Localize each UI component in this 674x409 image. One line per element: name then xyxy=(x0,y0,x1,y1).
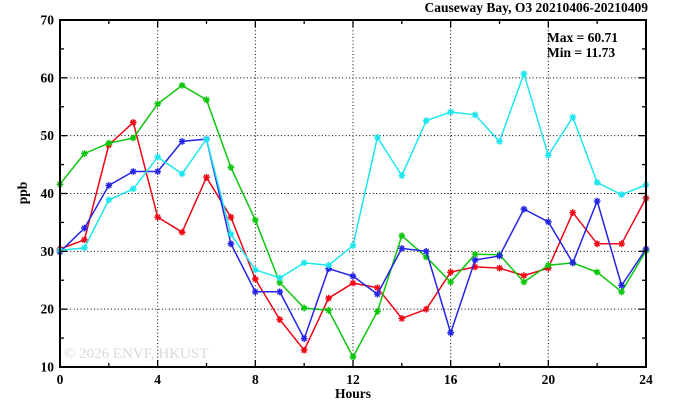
x-tick-label-12: 12 xyxy=(346,372,360,387)
y-tick-label-10: 10 xyxy=(41,360,55,375)
data-series xyxy=(56,70,650,361)
gridlines xyxy=(60,20,646,367)
y-tick-label-60: 60 xyxy=(41,70,55,85)
x-tick-label-8: 8 xyxy=(252,372,259,387)
x-tick-label-24: 24 xyxy=(639,372,653,387)
y-axis-label: ppb xyxy=(15,182,30,205)
y-tick-label-30: 30 xyxy=(41,244,55,259)
series-1-red-markers xyxy=(56,118,650,354)
max-annotation: Max = 60.71 xyxy=(547,30,618,45)
y-tick-label-20: 20 xyxy=(41,302,55,317)
y-tick-label-40: 40 xyxy=(41,186,55,201)
chart-title: Causeway Bay, O3 20210406-20210409 xyxy=(424,0,648,15)
x-tick-label-16: 16 xyxy=(444,372,458,387)
y-tick-label-70: 70 xyxy=(41,13,55,28)
x-tick-label-20: 20 xyxy=(542,372,556,387)
x-axis-label: Hours xyxy=(335,386,371,401)
y-tick-label-50: 50 xyxy=(41,128,55,143)
x-tick-label-0: 0 xyxy=(57,372,64,387)
series-1-red xyxy=(56,118,650,354)
plot-frame-and-ticks xyxy=(59,19,647,368)
tick-labels: 0 4 8 12 16 20 24 10 20 30 40 50 60 70 xyxy=(41,13,654,388)
min-annotation: Min = 11.73 xyxy=(547,45,615,60)
watermark: © 2026 ENVF, HKUST xyxy=(64,346,208,362)
x-tick-label-4: 4 xyxy=(154,372,161,387)
